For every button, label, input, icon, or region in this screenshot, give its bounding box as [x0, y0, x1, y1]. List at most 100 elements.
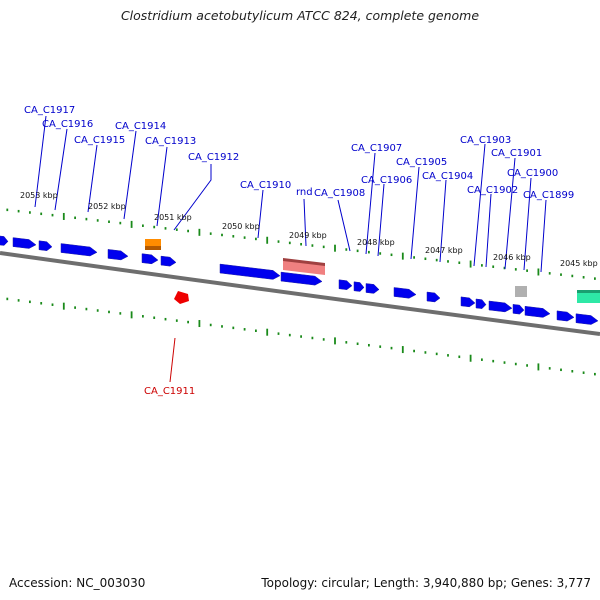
forward-gene-arrow: [219, 263, 281, 280]
ruler-minor-tick: [29, 211, 31, 214]
gene-label-ca-c1908[interactable]: CA_C1908: [314, 188, 365, 199]
ruler-major-tick: [198, 228, 201, 236]
gene-label-ca-c1904[interactable]: CA_C1904: [422, 171, 473, 182]
ruler-minor-tick: [288, 333, 291, 337]
forward-gene-arrow: [107, 249, 129, 261]
genome-summary: Topology: circular; Length: 3,940,880 bp…: [261, 576, 591, 590]
gene-label-ca-c1911[interactable]: CA_C1911: [144, 386, 195, 397]
ruler-minor-tick: [582, 371, 585, 374]
ruler-major-tick: [401, 346, 404, 354]
gene-label-ca-c1901[interactable]: CA_C1901: [491, 148, 542, 159]
gene-label-ca-c1915[interactable]: CA_C1915: [74, 135, 125, 146]
gene-label-ca-c1914[interactable]: CA_C1914: [115, 121, 166, 132]
ruler-minor-tick: [322, 338, 325, 341]
ruler-minor-tick: [413, 349, 415, 353]
gene-label-ca-c1900[interactable]: CA_C1900: [507, 168, 558, 179]
ruler-minor-tick: [255, 237, 257, 241]
forward-gene-arrow: [575, 313, 599, 325]
gene-label-ca-c1910[interactable]: CA_C1910: [240, 180, 291, 191]
ruler-major-tick: [537, 363, 540, 371]
gene-label-ca-c1902[interactable]: CA_C1902: [467, 185, 518, 196]
ruler-minor-tick: [503, 361, 506, 364]
gene-label-ca-c1913[interactable]: CA_C1913: [145, 136, 196, 147]
forward-gene-arrow: [160, 255, 177, 267]
inner-tick-ruler: [6, 297, 596, 376]
ruler-minor-tick: [153, 316, 156, 319]
ruler-minor-tick: [119, 312, 122, 315]
ruler-minor-tick: [571, 274, 574, 278]
forward-gene-arrow: [556, 310, 575, 322]
ruler-minor-tick: [6, 297, 9, 301]
ruler-minor-tick: [368, 250, 370, 254]
ruler-minor-tick: [379, 252, 382, 255]
ruler-major-tick: [537, 268, 540, 276]
ruler-minor-tick: [164, 317, 167, 321]
forward-gene-arrow: [365, 283, 380, 294]
ruler-minor-tick: [51, 303, 54, 306]
ruler-minor-tick: [209, 232, 212, 235]
ruler-minor-tick: [424, 351, 427, 354]
gene-labels: CA_C1917 CA_C1916 CA_C1915 CA_C1914 CA_C…: [24, 105, 574, 397]
ruler-major-tick: [401, 252, 404, 260]
forward-gene-arrow: [12, 237, 37, 249]
gene-label-ca-c1906[interactable]: CA_C1906: [361, 175, 412, 186]
ruler-minor-tick: [40, 212, 43, 216]
ruler-minor-tick: [119, 221, 122, 225]
ruler-minor-tick: [582, 276, 585, 279]
ruler-major-tick: [130, 311, 133, 319]
ruler-minor-tick: [277, 240, 280, 243]
ruler-minor-tick: [492, 359, 495, 363]
gene-label-ca-c1903[interactable]: CA_C1903: [460, 135, 511, 146]
ruler-major-tick: [334, 244, 336, 252]
ruler-minor-tick: [390, 346, 393, 350]
ruler-minor-tick: [356, 342, 359, 346]
gene-label-ca-c1905[interactable]: CA_C1905: [396, 157, 447, 168]
forward-gene-arrow: [353, 281, 365, 292]
ruler-minor-tick: [96, 309, 99, 312]
accession-text: Accession: NC_003030: [9, 576, 146, 590]
kbp-label-2050: 2050 kbp: [222, 222, 260, 231]
gene-label-rnd[interactable]: rnd: [296, 187, 313, 198]
gene-label-ca-c1917[interactable]: CA_C1917: [24, 105, 75, 116]
gray-feature: [515, 286, 527, 297]
ruler-minor-tick: [96, 219, 99, 222]
kbp-label-2052: 2052 kbp: [88, 202, 126, 211]
gene-label-ca-c1907[interactable]: CA_C1907: [351, 143, 402, 154]
ruler-minor-tick: [458, 355, 461, 359]
forward-gene-arrow: [488, 300, 513, 313]
kbp-label-2048: 2048 kbp: [357, 238, 395, 247]
gene-label-ca-c1912[interactable]: CA_C1912: [188, 152, 239, 163]
ruler-minor-tick: [311, 336, 314, 340]
kbp-label-2047: 2047 kbp: [425, 246, 463, 255]
gene-label-ca-c1899[interactable]: CA_C1899: [523, 190, 574, 201]
ruler-minor-tick: [345, 248, 348, 251]
ruler-minor-tick: [108, 310, 110, 314]
ruler-minor-tick: [514, 362, 517, 366]
gene-features: [0, 235, 600, 325]
ruler-minor-tick: [85, 217, 88, 221]
ruler-minor-tick: [40, 302, 43, 305]
ruler-major-tick: [266, 328, 269, 336]
ruler-minor-tick: [458, 261, 461, 264]
forward-gene-arrow: [38, 240, 53, 251]
ruler-minor-tick: [390, 253, 393, 257]
ruler-minor-tick: [17, 299, 20, 302]
ruler-minor-tick: [187, 229, 189, 233]
gene-label-ca-c1916[interactable]: CA_C1916: [42, 119, 93, 130]
ruler-minor-tick: [74, 306, 76, 309]
teal-feature: [577, 290, 600, 303]
ruler-minor-tick: [209, 323, 212, 327]
kbp-label-2045: 2045 kbp: [560, 259, 598, 268]
ruler-minor-tick: [481, 264, 483, 267]
ruler-minor-tick: [187, 320, 189, 324]
ruler-minor-tick: [277, 332, 280, 335]
map-title: Clostridium acetobutylicum ATCC 824, com…: [120, 8, 480, 23]
ruler-minor-tick: [503, 266, 506, 270]
ruler-minor-tick: [6, 208, 9, 212]
forward-gene-arrow: [475, 298, 487, 309]
forward-gene-arrow: [280, 271, 323, 286]
ruler-minor-tick: [255, 329, 257, 333]
ruler-minor-tick: [447, 260, 449, 263]
forward-gene-arrow: [0, 235, 9, 246]
